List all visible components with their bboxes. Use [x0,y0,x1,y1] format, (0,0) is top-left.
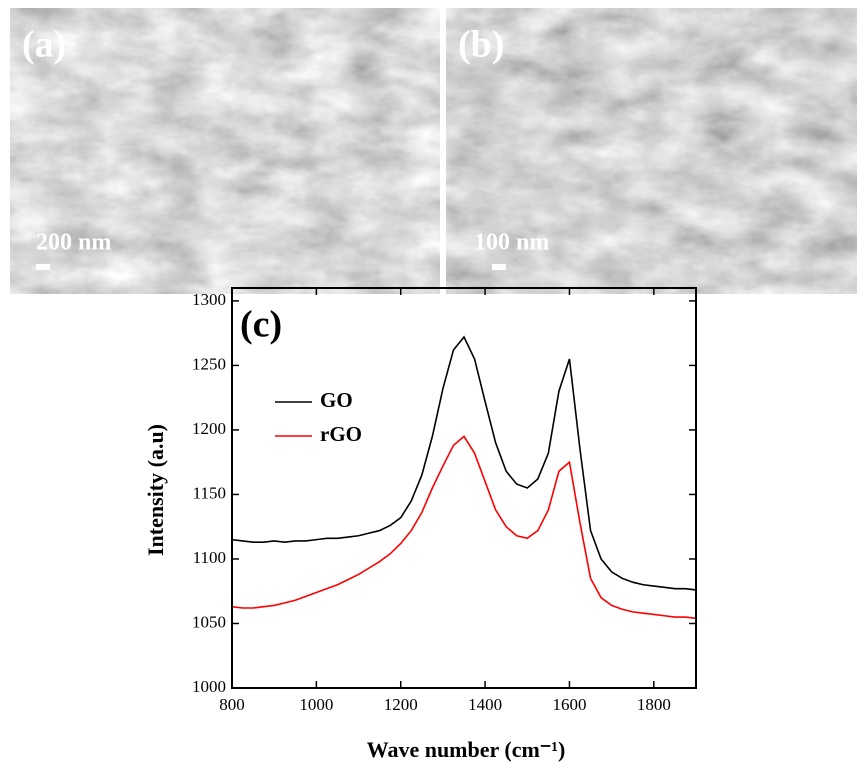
y-tick-label: 1000 [192,677,226,696]
panel-label: (c) [240,304,282,346]
scale-bar [492,264,506,270]
y-tick-label: 1250 [192,354,226,373]
x-tick-label: 1200 [384,695,418,714]
y-tick-label: 1100 [193,548,226,567]
y-tick-label: 1300 [192,290,226,309]
x-tick-label: 1000 [299,695,333,714]
y-axis-title: Intensity (a.u) [143,424,168,556]
sem-image-b: (b) 100 nm [446,8,857,294]
y-tick-label: 1200 [192,419,226,438]
scale-bar-label: 200 nm [36,230,111,256]
series-line [231,335,697,591]
x-tick-label: 1600 [552,695,586,714]
x-tick-label: 1800 [637,695,671,714]
plot-frame [231,287,697,689]
legend-label: GO [320,388,353,412]
x-tick-label: 800 [219,695,245,714]
scale-bar [36,264,50,270]
sem-image-a: (a) 200 nm [10,8,440,294]
y-tick-label: 1150 [193,483,226,502]
y-tick-label: 1050 [192,612,226,631]
series-line [231,435,697,620]
legend-label: rGO [320,422,362,446]
x-axis-title: Wave number (cm⁻¹) [367,737,566,762]
scale-bar-label: 100 nm [474,230,549,256]
panel-label: (a) [22,24,66,66]
panel-label: (b) [458,24,504,66]
x-tick-label: 1400 [468,695,502,714]
